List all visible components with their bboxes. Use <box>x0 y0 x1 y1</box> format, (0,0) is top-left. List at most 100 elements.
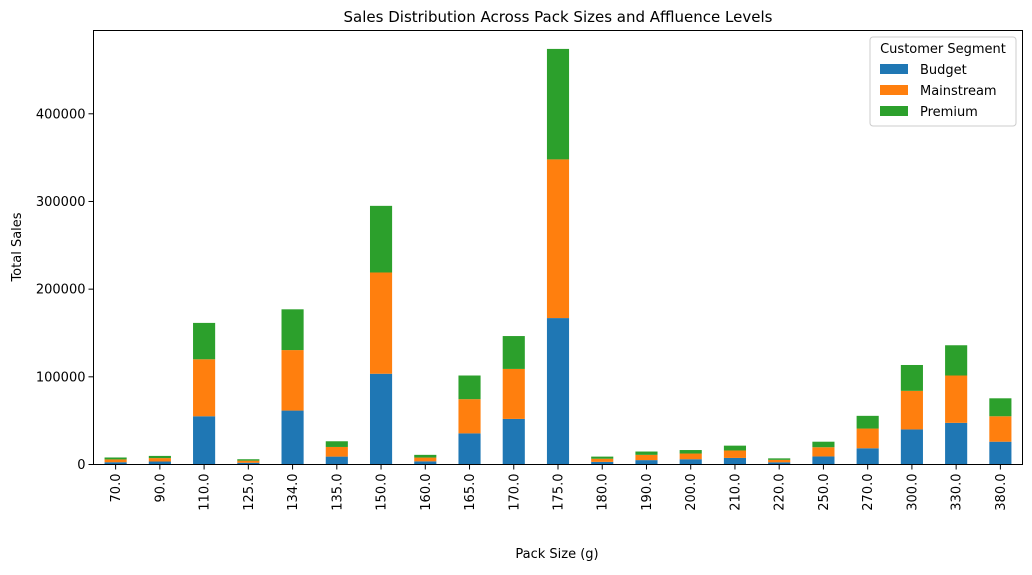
y-tick-label: 0 <box>77 458 85 473</box>
bar-mainstream-134.0 <box>281 350 304 411</box>
x-tick-label: 135.0 <box>330 474 345 511</box>
bar-mainstream-270.0 <box>856 428 879 449</box>
bar-mainstream-200.0 <box>679 453 702 460</box>
y-axis: 0 100000 200000 300000 400000 <box>36 107 94 473</box>
x-tick-label: 160.0 <box>419 474 434 511</box>
bars-group <box>104 48 1012 465</box>
bar-premium-190.0 <box>635 451 658 455</box>
x-tick-label: 150.0 <box>375 474 390 511</box>
bar-mainstream-220.0 <box>768 459 791 463</box>
x-tick-label: 190.0 <box>640 474 655 511</box>
bar-mainstream-175.0 <box>546 159 570 319</box>
bar-mainstream-170.0 <box>502 368 525 419</box>
bar-mainstream-90.0 <box>148 458 171 462</box>
y-tick-label: 200000 <box>36 283 86 298</box>
bar-budget-220.0 <box>768 462 791 465</box>
x-tick-label: 165.0 <box>463 474 478 511</box>
bar-mainstream-380.0 <box>989 416 1012 442</box>
legend-label-premium: Premium <box>920 105 978 120</box>
bar-budget-70.0 <box>104 462 127 465</box>
bar-mainstream-135.0 <box>325 446 348 457</box>
bar-budget-125.0 <box>237 462 260 465</box>
bar-budget-150.0 <box>369 373 393 465</box>
y-tick-label: 300000 <box>36 195 86 210</box>
x-tick-label: 180.0 <box>596 474 611 511</box>
bar-mainstream-330.0 <box>945 375 968 423</box>
x-tick-label: 250.0 <box>817 474 832 511</box>
legend-label-mainstream: Mainstream <box>920 84 997 99</box>
bar-premium-175.0 <box>546 48 570 160</box>
bar-premium-150.0 <box>369 205 393 273</box>
bar-budget-160.0 <box>414 461 437 465</box>
legend-label-budget: Budget <box>920 63 967 78</box>
x-tick-label: 200.0 <box>684 474 699 511</box>
bar-budget-135.0 <box>325 456 348 465</box>
legend-swatch-budget <box>880 64 908 74</box>
bar-budget-200.0 <box>679 459 702 465</box>
bar-budget-110.0 <box>193 416 216 465</box>
bar-budget-270.0 <box>856 448 879 465</box>
legend-title: Customer Segment <box>880 42 1006 57</box>
x-tick-label: 70.0 <box>109 474 124 503</box>
y-tick-label: 400000 <box>36 107 86 122</box>
bar-premium-90.0 <box>148 455 171 459</box>
bar-budget-90.0 <box>148 461 171 465</box>
bar-premium-134.0 <box>281 309 304 351</box>
x-axis: 70.0 90.0 110.0 125.0 134.0 135.0 150.0 160.0 16… <box>109 464 1009 511</box>
bar-premium-380.0 <box>989 398 1012 417</box>
bar-mainstream-210.0 <box>723 450 747 458</box>
bar-premium-330.0 <box>945 345 968 376</box>
x-tick-label: 175.0 <box>552 474 567 511</box>
bar-premium-220.0 <box>768 458 791 460</box>
bar-premium-110.0 <box>193 322 216 360</box>
plot-frame <box>93 30 1023 465</box>
legend: Customer Segment Budget Mainstream Premium <box>869 36 1017 127</box>
bar-premium-270.0 <box>856 415 879 429</box>
bar-mainstream-300.0 <box>900 390 923 430</box>
chart-title: Sales Distribution Across Pack Sizes and… <box>344 8 773 26</box>
y-tick-label: 100000 <box>36 370 86 385</box>
bar-budget-170.0 <box>502 418 525 465</box>
bar-budget-250.0 <box>812 456 835 465</box>
bar-budget-300.0 <box>900 429 923 465</box>
x-axis-label: Pack Size (g) <box>515 547 598 562</box>
x-tick-label: 210.0 <box>728 474 743 511</box>
bar-premium-170.0 <box>502 336 525 369</box>
bar-budget-175.0 <box>546 318 570 465</box>
bar-premium-160.0 <box>414 454 437 458</box>
bar-premium-165.0 <box>458 375 481 400</box>
bar-budget-134.0 <box>281 410 304 465</box>
x-tick-label: 170.0 <box>507 474 522 511</box>
bar-premium-135.0 <box>325 441 348 447</box>
bar-budget-165.0 <box>458 433 481 465</box>
legend-swatch-premium <box>880 106 908 116</box>
legend-swatch-mainstream <box>880 85 908 95</box>
bar-premium-250.0 <box>812 441 835 448</box>
bar-mainstream-165.0 <box>458 399 481 434</box>
bar-budget-330.0 <box>945 422 968 465</box>
bar-premium-70.0 <box>104 457 127 460</box>
bar-mainstream-150.0 <box>369 272 393 374</box>
x-tick-label: 300.0 <box>905 474 920 511</box>
x-tick-label: 220.0 <box>773 474 788 511</box>
bar-budget-190.0 <box>635 460 658 465</box>
bar-premium-200.0 <box>679 450 702 454</box>
bar-premium-300.0 <box>900 364 923 391</box>
bar-mainstream-180.0 <box>591 458 614 462</box>
bar-premium-180.0 <box>591 456 614 459</box>
bar-mainstream-160.0 <box>414 457 437 462</box>
bar-budget-210.0 <box>723 457 747 465</box>
y-axis-label: Total Sales <box>10 212 25 282</box>
x-tick-label: 110.0 <box>198 474 213 511</box>
bar-budget-180.0 <box>591 461 614 465</box>
bar-mainstream-190.0 <box>635 454 658 461</box>
bar-premium-210.0 <box>723 445 747 451</box>
x-tick-label: 125.0 <box>242 474 257 511</box>
bar-mainstream-250.0 <box>812 447 835 457</box>
bar-mainstream-70.0 <box>104 459 127 463</box>
bar-mainstream-125.0 <box>237 460 260 463</box>
bar-budget-380.0 <box>989 441 1012 465</box>
bar-premium-125.0 <box>237 459 260 461</box>
x-tick-label: 90.0 <box>153 474 168 503</box>
